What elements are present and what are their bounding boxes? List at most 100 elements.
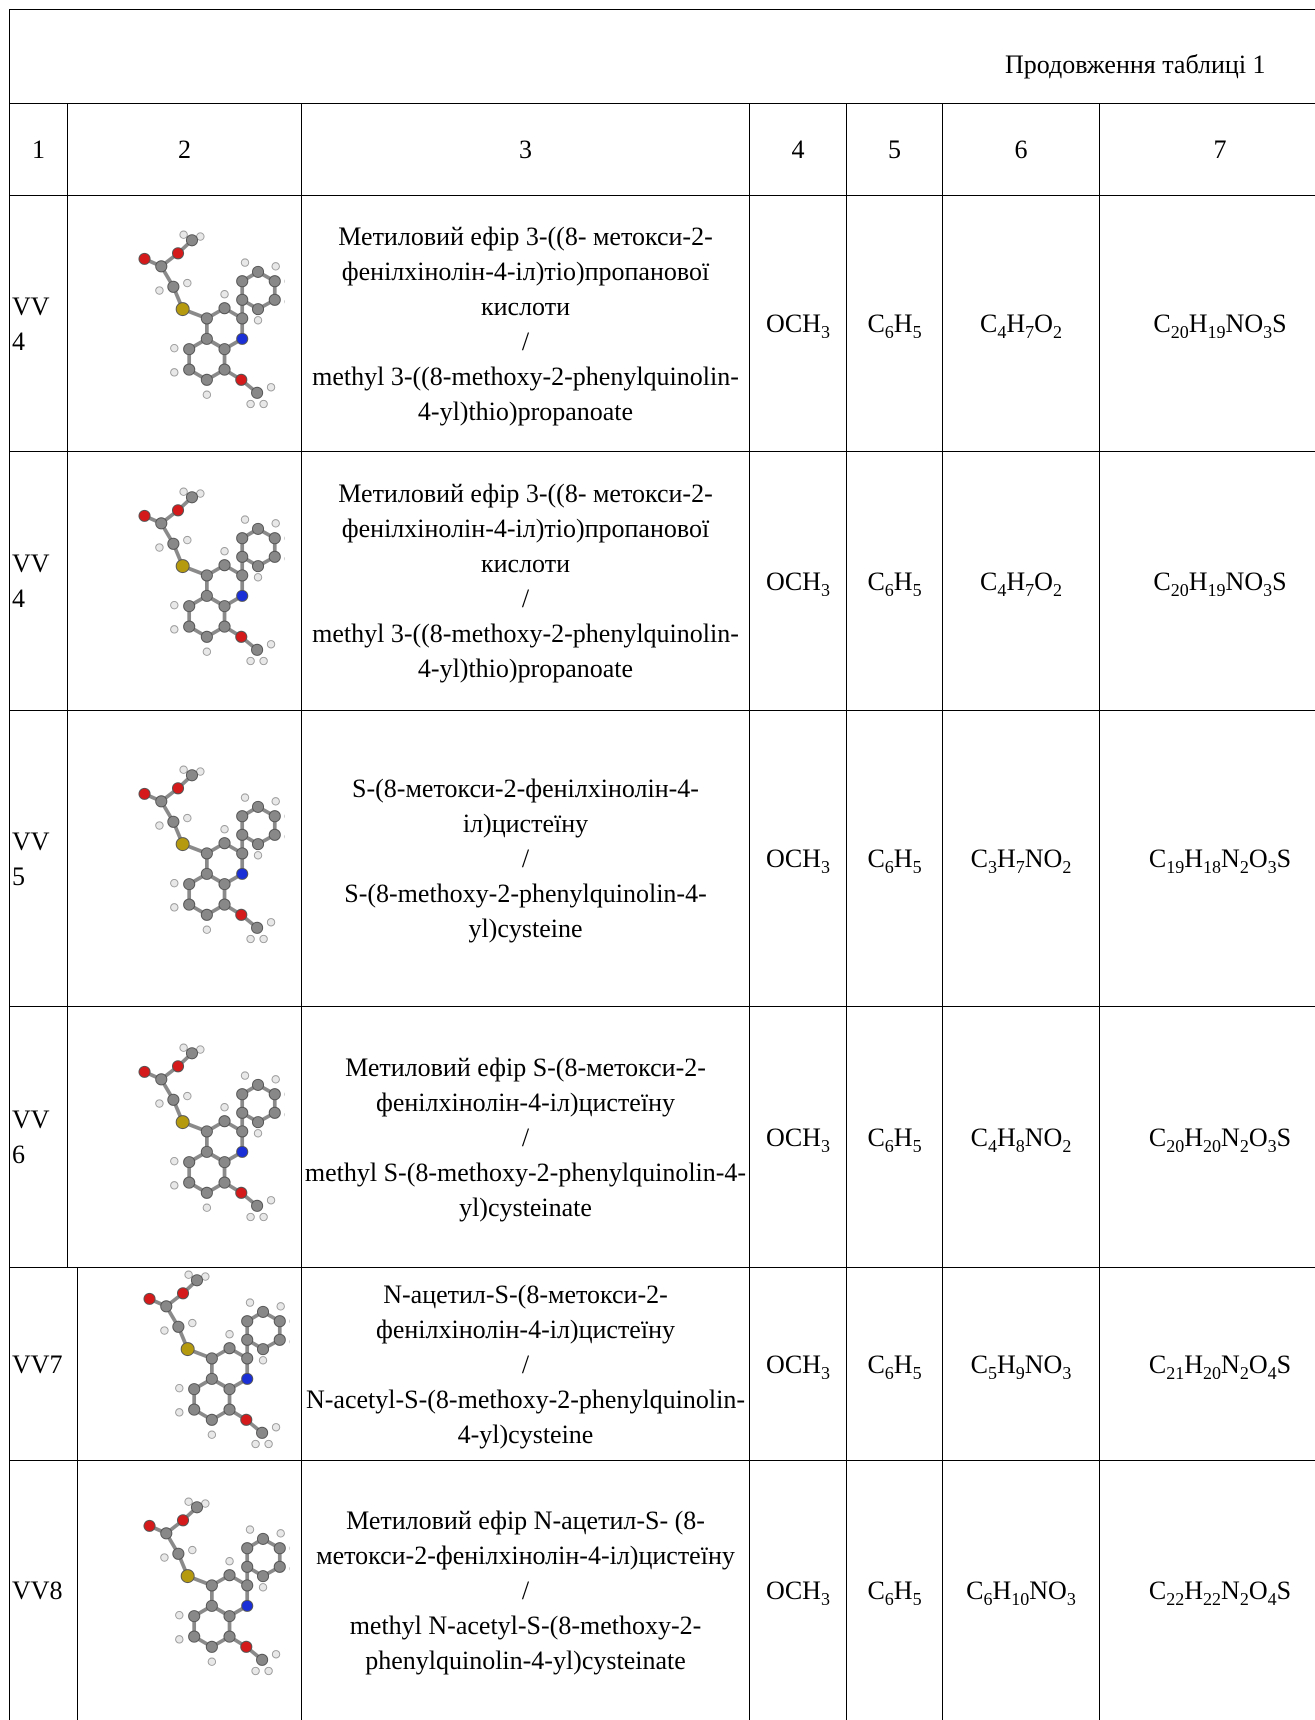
substituent-r3: C5H9NO3: [971, 1347, 1072, 1382]
structure-cell: [67, 451, 301, 710]
substituent-r1: OCH3: [766, 1573, 830, 1608]
molecule-image: [90, 1268, 290, 1460]
substituent-r3: C4H7O2: [980, 306, 1062, 341]
code-cell: VV4: [9, 451, 67, 710]
name-ukrainian: Метиловий ефір 3-((8- метокси-2-фенілхін…: [302, 219, 749, 324]
compound-code: VV5: [10, 824, 52, 894]
molecule-image: [85, 471, 285, 691]
structure-cell: [67, 1006, 301, 1267]
r3-cell: C4H7O2: [942, 195, 1099, 451]
name-english: methyl S-(8-methoxy-2-phenylquinolin-4-y…: [302, 1155, 749, 1225]
substituent-r3: C6H10NO3: [966, 1573, 1076, 1608]
substituent-r1: OCH3: [766, 841, 830, 876]
substituent-r1: OCH3: [766, 1120, 830, 1155]
molecular-formula: C20H19NO3S: [1153, 306, 1286, 341]
molecular-formula: C22H22N2O4S: [1149, 1573, 1291, 1608]
header-cell: 2: [67, 103, 301, 195]
substituent-r1: OCH3: [766, 1347, 830, 1382]
name-ukrainian: S-(8-метокси-2-фенілхінолін-4-іл)цистеїн…: [302, 771, 749, 841]
r3-cell: C6H10NO3: [942, 1460, 1099, 1720]
code-cell: VV8: [9, 1460, 77, 1720]
header-cell: 7: [1099, 103, 1315, 195]
molecule-image: [85, 1027, 285, 1247]
r1-cell: OCH3: [749, 195, 846, 451]
structure-cell: [77, 1460, 301, 1720]
r1-cell: OCH3: [749, 1267, 846, 1460]
compound-code: VV4: [10, 289, 52, 359]
name-separator: /: [522, 1347, 529, 1382]
name-separator: /: [522, 324, 529, 359]
formula-cell: C19H18N2O3S: [1099, 710, 1315, 1006]
name-cell: Метиловий ефір 3-((8- метокси-2-фенілхін…: [301, 195, 749, 451]
name-english: S-(8-methoxy-2-phenylquinolin-4-yl)cyste…: [302, 876, 749, 946]
substituent-r2: C6H5: [867, 841, 921, 876]
substituent-r3: C4H7O2: [980, 564, 1062, 599]
substituent-r2: C6H5: [867, 306, 921, 341]
column-number: 7: [1214, 132, 1227, 167]
name-separator: /: [522, 841, 529, 876]
molecule-image: [85, 749, 285, 969]
name-separator: /: [522, 581, 529, 616]
formula-cell: C20H20N2O3S: [1099, 1006, 1315, 1267]
formula-cell: C20H19NO3S: [1099, 195, 1315, 451]
name-ukrainian: N-ацетил-S-(8-метокси-2-фенілхінолін-4-і…: [302, 1277, 749, 1347]
substituent-r1: OCH3: [766, 306, 830, 341]
name-english: N-acetyl-S-(8-methoxy-2-phenylquinolin-4…: [302, 1382, 749, 1452]
column-number: 1: [32, 132, 45, 167]
name-cell: Метиловий ефір 3-((8- метокси-2-фенілхін…: [301, 451, 749, 710]
r3-cell: C3H7NO2: [942, 710, 1099, 1006]
name-ukrainian: Метиловий ефір N-ацетил-S- (8-метокси-2-…: [302, 1503, 749, 1573]
r1-cell: OCH3: [749, 710, 846, 1006]
name-cell: Метиловий ефір S-(8-метокси-2-фенілхінол…: [301, 1006, 749, 1267]
substituent-r2: C6H5: [867, 1120, 921, 1155]
structure-cell: [67, 195, 301, 451]
r1-cell: OCH3: [749, 1460, 846, 1720]
code-cell: VV6: [9, 1006, 67, 1267]
r1-cell: OCH3: [749, 451, 846, 710]
substituent-r3: C4H8NO2: [971, 1120, 1072, 1155]
column-number: 6: [1015, 132, 1028, 167]
r2-cell: C6H5: [846, 710, 942, 1006]
r2-cell: C6H5: [846, 451, 942, 710]
name-cell: N-ацетил-S-(8-метокси-2-фенілхінолін-4-і…: [301, 1267, 749, 1460]
r2-cell: C6H5: [846, 1006, 942, 1267]
header-cell: 4: [749, 103, 846, 195]
header-cell: 1: [9, 103, 67, 195]
compound-code: VV8: [10, 1573, 78, 1608]
molecular-formula: C19H18N2O3S: [1149, 841, 1291, 876]
substituent-r2: C6H5: [867, 564, 921, 599]
r1-cell: OCH3: [749, 1006, 846, 1267]
molecular-formula: C20H19NO3S: [1153, 564, 1286, 599]
substituent-r2: C6H5: [867, 1347, 921, 1382]
formula-cell: C22H22N2O4S: [1099, 1460, 1315, 1720]
r2-cell: C6H5: [846, 195, 942, 451]
name-separator: /: [522, 1573, 529, 1608]
page: Продовження таблиці 1 (() => { const dat…: [0, 0, 1315, 1674]
header-cell: 3: [301, 103, 749, 195]
r3-cell: C4H8NO2: [942, 1006, 1099, 1267]
r3-cell: C4H7O2: [942, 451, 1099, 710]
formula-cell: C20H19NO3S: [1099, 451, 1315, 710]
substituent-r1: OCH3: [766, 564, 830, 599]
column-number: 3: [519, 132, 532, 167]
compound-code: VV6: [10, 1102, 52, 1172]
header-cell: 5: [846, 103, 942, 195]
molecular-formula: C20H20N2O3S: [1149, 1120, 1291, 1155]
name-english: methyl 3-((8-methoxy-2-phenylquinolin-4-…: [302, 359, 749, 429]
code-cell: VV7: [9, 1267, 77, 1460]
name-cell: S-(8-метокси-2-фенілхінолін-4-іл)цистеїн…: [301, 710, 749, 1006]
substituent-r3: C3H7NO2: [971, 841, 1072, 876]
continuation-caption: Продовження таблиці 1: [1005, 50, 1266, 80]
r2-cell: C6H5: [846, 1460, 942, 1720]
structure-cell: [77, 1267, 301, 1460]
column-number: 5: [888, 132, 901, 167]
code-cell: VV4: [9, 195, 67, 451]
formula-cell: C21H20N2O4S: [1099, 1267, 1315, 1460]
compound-code: VV4: [10, 546, 52, 616]
compound-code: VV7: [10, 1347, 78, 1382]
molecule-image: [85, 214, 285, 434]
name-english: methyl N-acetyl-S-(8-methoxy-2-phenylqui…: [302, 1608, 749, 1678]
name-ukrainian: Метиловий ефір 3-((8- метокси-2-фенілхін…: [302, 476, 749, 581]
name-english: methyl 3-((8-methoxy-2-phenylquinolin-4-…: [302, 616, 749, 686]
column-number: 4: [792, 132, 805, 167]
